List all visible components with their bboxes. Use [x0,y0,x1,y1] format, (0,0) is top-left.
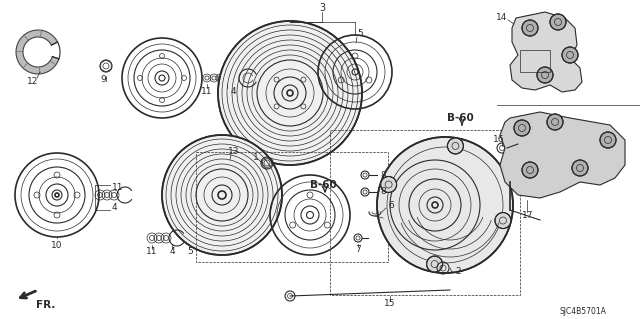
Circle shape [600,132,616,148]
Circle shape [572,160,588,176]
Circle shape [522,162,538,178]
Text: 8: 8 [380,188,386,197]
Text: 5: 5 [357,29,363,39]
Text: 11: 11 [201,86,212,95]
Text: 11: 11 [147,248,157,256]
Text: FR.: FR. [36,300,56,310]
Text: 2: 2 [455,268,461,277]
Text: 17: 17 [522,211,534,219]
Text: 13: 13 [228,147,240,157]
Polygon shape [500,112,625,198]
Bar [520,50,550,72]
Bar [330,130,520,295]
Polygon shape [510,12,582,92]
Text: 12: 12 [28,78,38,86]
Circle shape [562,47,578,63]
Circle shape [447,138,463,154]
Circle shape [162,135,282,255]
Text: SJC4B5701A: SJC4B5701A [560,308,607,316]
Circle shape [218,21,362,165]
Text: 5: 5 [187,248,193,256]
Text: 8: 8 [380,170,386,180]
Text: B-60: B-60 [447,113,474,123]
Text: 6: 6 [388,202,394,211]
Text: 16: 16 [493,136,505,145]
Text: 15: 15 [384,300,396,308]
Circle shape [537,67,553,83]
Text: 11: 11 [112,183,124,192]
Circle shape [495,212,511,228]
Polygon shape [16,30,59,74]
Text: B-60: B-60 [310,180,337,190]
Circle shape [427,256,443,272]
Text: 14: 14 [496,13,508,23]
Text: 7: 7 [355,246,361,255]
Text: 3: 3 [319,3,325,13]
Text: 9: 9 [100,75,106,84]
Circle shape [377,137,513,273]
Circle shape [381,176,397,192]
Text: 4: 4 [112,204,118,212]
Text: 4: 4 [169,248,175,256]
Circle shape [522,20,538,36]
Text: 10: 10 [51,241,63,249]
Bar [196,152,388,262]
Text: 4: 4 [230,86,236,95]
Circle shape [547,114,563,130]
Circle shape [550,14,566,30]
Circle shape [514,120,530,136]
Text: 1: 1 [253,153,259,162]
